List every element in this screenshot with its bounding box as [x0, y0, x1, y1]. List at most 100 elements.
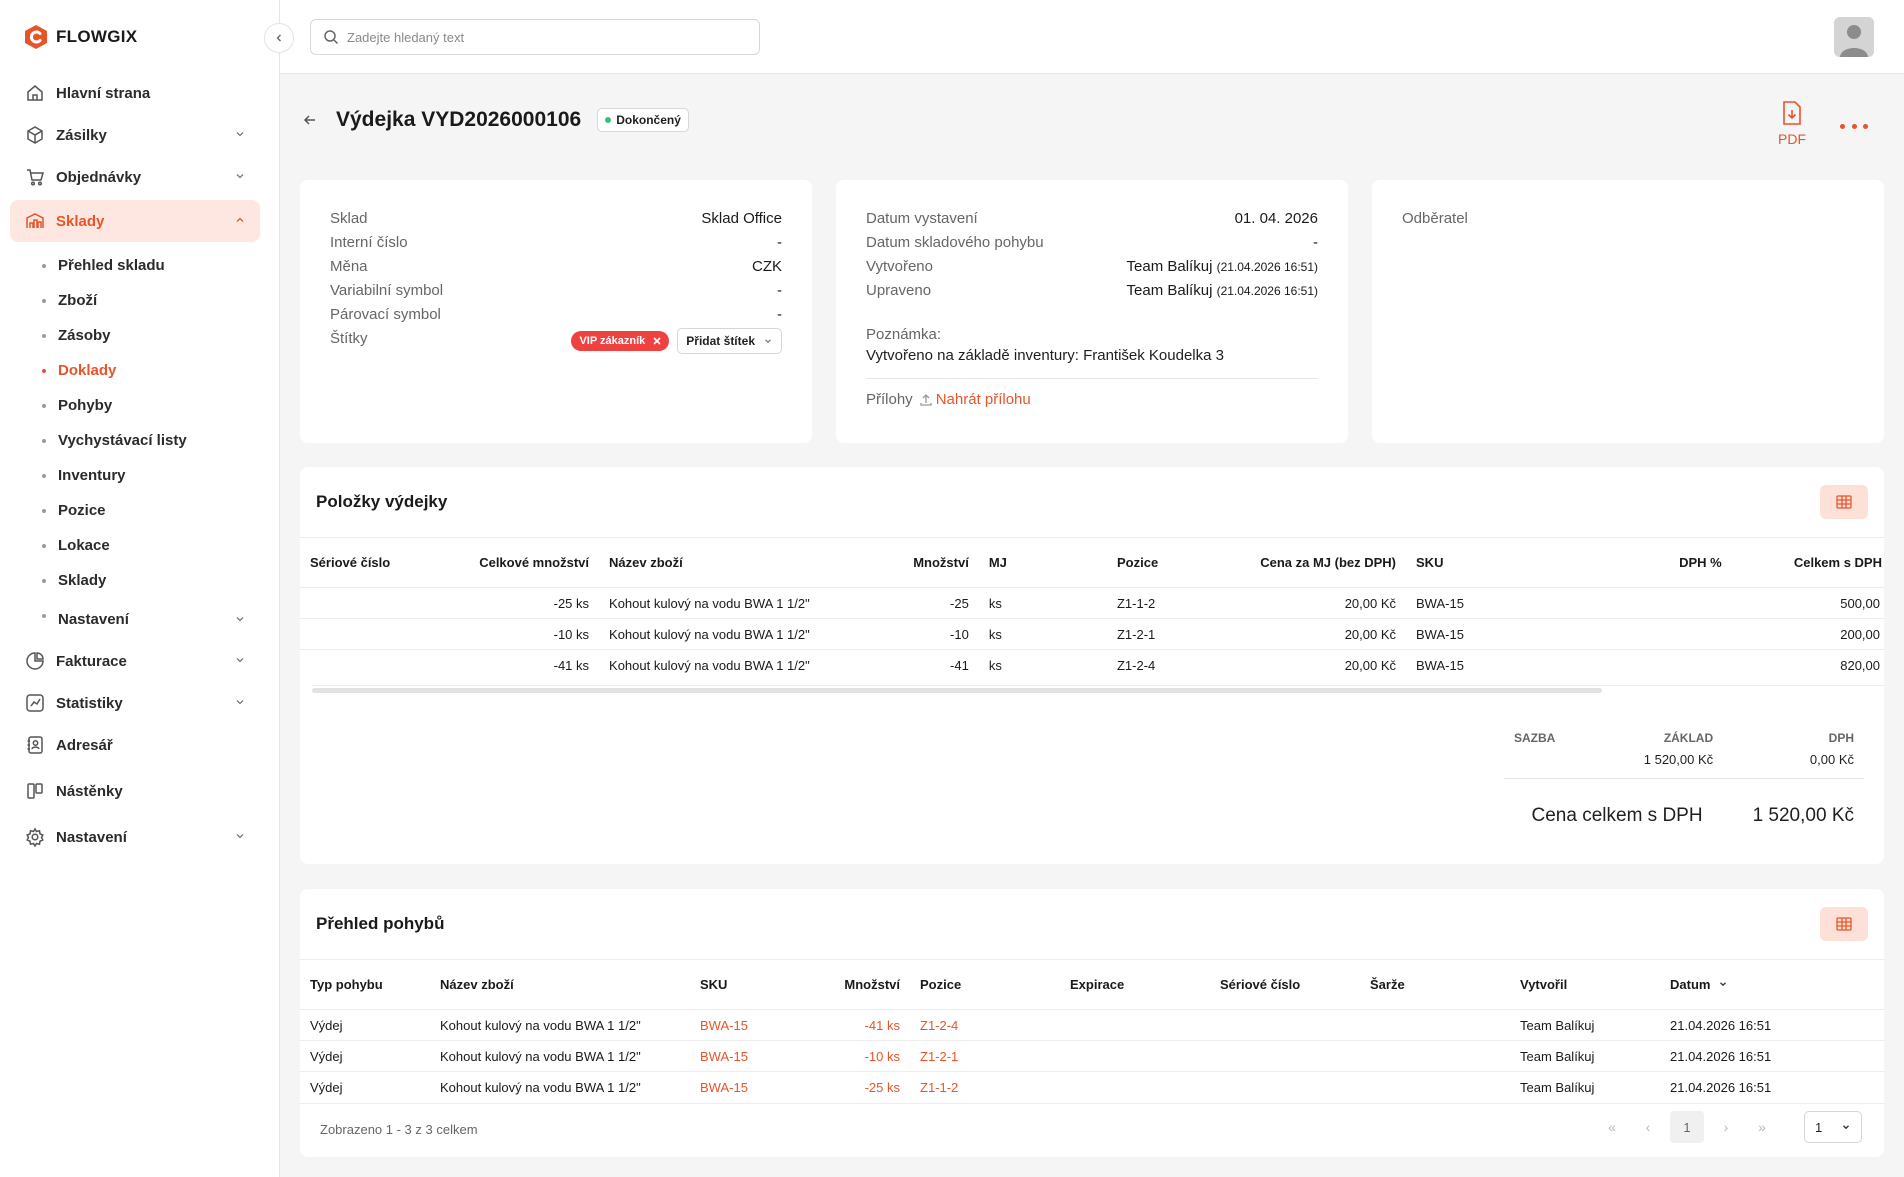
- column-header[interactable]: Celkové množství: [479, 555, 590, 570]
- info-key: Variabilní symbol: [330, 281, 444, 299]
- sidebar-item-zasilky[interactable]: Zásilky: [10, 114, 260, 156]
- cell: [1576, 649, 1732, 681]
- table-row[interactable]: Výdej Kohout kulový na vodu BWA 1 1/2" B…: [300, 1071, 1884, 1103]
- author: Team Balíkuj: [1126, 257, 1213, 275]
- position-link[interactable]: Z1-2-4: [910, 1009, 1060, 1041]
- column-header[interactable]: Množství: [913, 555, 969, 570]
- cell: Kohout kulový na vodu BWA 1 1/2": [430, 1009, 690, 1041]
- info-row-variabilni-symbol: Variabilní symbol -: [330, 278, 782, 302]
- sub-label: Lokace: [58, 537, 110, 554]
- more-actions-button[interactable]: [1840, 116, 1868, 136]
- back-button[interactable]: [300, 110, 320, 130]
- column-header[interactable]: Pozice: [920, 977, 962, 992]
- dates-card: Datum vystavení 01. 04. 2026 Datum sklado…: [836, 180, 1348, 443]
- sku-link[interactable]: BWA-15: [690, 1071, 810, 1103]
- last-page-button[interactable]: »: [1758, 1119, 1766, 1135]
- invoice-icon: [24, 650, 46, 672]
- info-key: Sklad: [330, 209, 368, 227]
- scrollbar-thumb[interactable]: [312, 687, 1602, 693]
- search-input[interactable]: [347, 29, 747, 45]
- cell: Z1-2-4: [1106, 649, 1230, 681]
- table-row[interactable]: -25 ks Kohout kulový na vodu BWA 1 1/2" …: [300, 587, 1884, 619]
- column-header[interactable]: Typ pohybu: [310, 977, 383, 992]
- column-header[interactable]: Šarže: [1370, 977, 1405, 992]
- sidebar-item-label: Objednávky: [56, 168, 142, 186]
- column-header[interactable]: DPH %: [1679, 555, 1722, 570]
- logo[interactable]: FLOWGIX: [24, 24, 137, 50]
- sku-link[interactable]: BWA-15: [690, 1040, 810, 1072]
- sidebar-sub-lokace[interactable]: Lokace: [40, 528, 260, 563]
- chevron-up-icon: [236, 217, 244, 222]
- sub-label: Pozice: [58, 502, 106, 519]
- customer-label: Odběratel: [1402, 209, 1468, 227]
- column-header[interactable]: Sériové číslo: [1220, 977, 1301, 992]
- avatar[interactable]: [1834, 17, 1874, 57]
- cell: -25 ks: [810, 1071, 910, 1103]
- sidebar-item-nastaveni[interactable]: Nastavení: [10, 816, 260, 858]
- sidebar-item-nastenky[interactable]: Nástěnky: [10, 770, 260, 812]
- add-tag-button[interactable]: Přidat štítek: [677, 328, 782, 354]
- cell: [300, 618, 429, 650]
- cart-icon: [24, 166, 46, 188]
- table-row[interactable]: Výdej Kohout kulový na vodu BWA 1 1/2" B…: [300, 1040, 1884, 1072]
- current-page[interactable]: 1: [1670, 1111, 1704, 1143]
- column-header[interactable]: SKU: [700, 977, 728, 992]
- position-link[interactable]: Z1-1-2: [910, 1071, 1060, 1103]
- sidebar-sub-pozice[interactable]: Pozice: [40, 493, 260, 528]
- pdf-download-button[interactable]: PDF: [1770, 100, 1814, 147]
- sidebar-sub-zbozi[interactable]: Zboží: [40, 283, 260, 318]
- column-header[interactable]: Množství: [844, 977, 900, 992]
- column-header[interactable]: Celkem s DPH: [1793, 555, 1882, 570]
- sidebar-sub-inventury[interactable]: Inventury: [40, 458, 260, 493]
- cell: BWA-15: [1406, 587, 1577, 619]
- info-value: -: [777, 233, 782, 251]
- collapse-sidebar-button[interactable]: [264, 23, 294, 53]
- sidebar-sub-prehled-skladu[interactable]: Přehled skladu: [40, 248, 260, 283]
- sidebar-sub-sklady[interactable]: Sklady: [40, 563, 260, 598]
- upload-attachment-button[interactable]: Nahrát přílohu: [919, 391, 1031, 408]
- column-header[interactable]: Pozice: [1116, 555, 1159, 570]
- sidebar-item-adresar[interactable]: Adresář: [10, 724, 260, 766]
- sidebar-sub-nastaveni[interactable]: Nastavení: [40, 598, 260, 640]
- close-icon[interactable]: [653, 337, 661, 345]
- column-header[interactable]: Cena za MJ (bez DPH): [1260, 555, 1397, 570]
- page-size-select[interactable]: 1: [1804, 1111, 1862, 1143]
- sidebar-sub-pohyby[interactable]: Pohyby: [40, 388, 260, 423]
- sidebar-item-statistiky[interactable]: Statistiky: [10, 682, 260, 724]
- attachments-row: Přílohy Nahrát přílohu: [866, 391, 1318, 408]
- sidebar-item-objednavky[interactable]: Objednávky: [10, 156, 260, 198]
- position-link[interactable]: Z1-2-1: [910, 1040, 1060, 1072]
- sidebar-item-sklady[interactable]: Sklady: [10, 200, 260, 242]
- table-row[interactable]: -10 ks Kohout kulový na vodu BWA 1 1/2" …: [300, 618, 1884, 650]
- column-header[interactable]: SKU: [1416, 555, 1444, 570]
- sidebar-sub-zasoby[interactable]: Zásoby: [40, 318, 260, 353]
- prev-page-button[interactable]: ‹: [1645, 1119, 1651, 1135]
- column-header[interactable]: Expirace: [1070, 977, 1125, 992]
- cell: [1060, 1009, 1210, 1041]
- column-header[interactable]: Vytvořil: [1520, 977, 1568, 992]
- search-box[interactable]: [310, 19, 760, 55]
- table-settings-button[interactable]: [1820, 907, 1868, 941]
- column-header[interactable]: Sériové číslo: [310, 555, 391, 570]
- table-header-row: Sériové číslo Celkové množství Název zbo…: [300, 538, 1884, 588]
- table-settings-button[interactable]: [1820, 485, 1868, 519]
- horizontal-scrollbar[interactable]: [312, 684, 1884, 693]
- table-icon: [1836, 917, 1852, 931]
- column-header[interactable]: Název zboží: [609, 555, 683, 570]
- tag-vip[interactable]: VIP zákazník: [571, 331, 670, 351]
- table-row[interactable]: Výdej Kohout kulový na vodu BWA 1 1/2" B…: [300, 1009, 1884, 1041]
- column-header[interactable]: Název zboží: [440, 977, 514, 992]
- cell: -41: [898, 649, 979, 681]
- sidebar-sub-vychystavaci-listy[interactable]: Vychystávací listy: [40, 423, 260, 458]
- chevron-left-icon: [276, 34, 281, 42]
- first-page-button[interactable]: «: [1608, 1119, 1616, 1135]
- column-header[interactable]: MJ: [988, 555, 1007, 570]
- next-page-button[interactable]: ›: [1723, 1119, 1729, 1135]
- sidebar-sub-doklady[interactable]: Doklady: [40, 353, 260, 388]
- column-header-datum[interactable]: Datum: [1660, 960, 1884, 1010]
- sidebar-item-home[interactable]: Hlavní strana: [10, 72, 260, 114]
- info-value: -: [1313, 233, 1318, 251]
- sidebar-item-fakturace[interactable]: Fakturace: [10, 640, 260, 682]
- table-row[interactable]: -41 ks Kohout kulový na vodu BWA 1 1/2" …: [300, 649, 1884, 681]
- sku-link[interactable]: BWA-15: [690, 1009, 810, 1041]
